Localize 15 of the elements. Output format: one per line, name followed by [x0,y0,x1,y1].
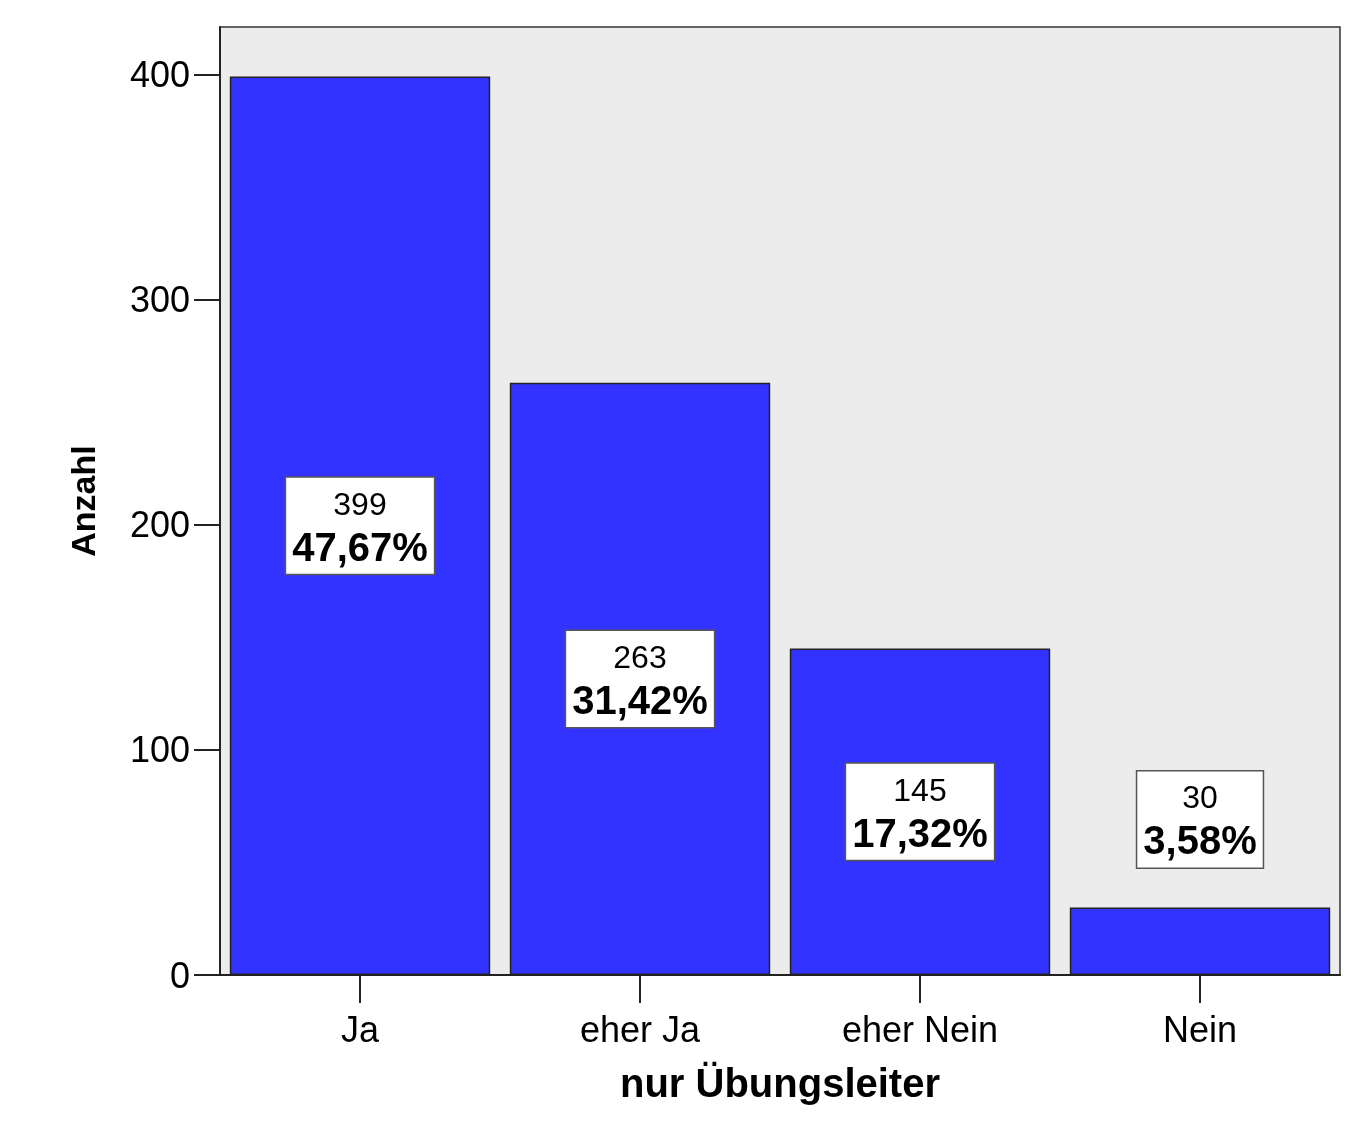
x-tick-label: eher Ja [579,1008,702,1050]
y-tick-label: 300 [129,278,190,320]
y-axis-title: Anzahl [64,445,102,557]
y-tick-label: 400 [129,53,190,95]
y-tick-label: 0 [169,954,190,996]
x-tick-label: Ja [340,1008,380,1050]
y-tick-label: 100 [129,729,190,771]
y-tick-label: 200 [129,504,190,546]
x-tick-label: Nein [1162,1008,1238,1050]
data-label: 399 47,67% [292,485,428,569]
x-axis-title: nur Übungsleiter [619,1061,941,1105]
x-tick-label: eher Nein [841,1008,999,1050]
data-label: 30 3,58% [1143,779,1257,863]
data-label: 145 17,32% [852,771,988,855]
data-label: 263 31,42% [572,638,708,722]
